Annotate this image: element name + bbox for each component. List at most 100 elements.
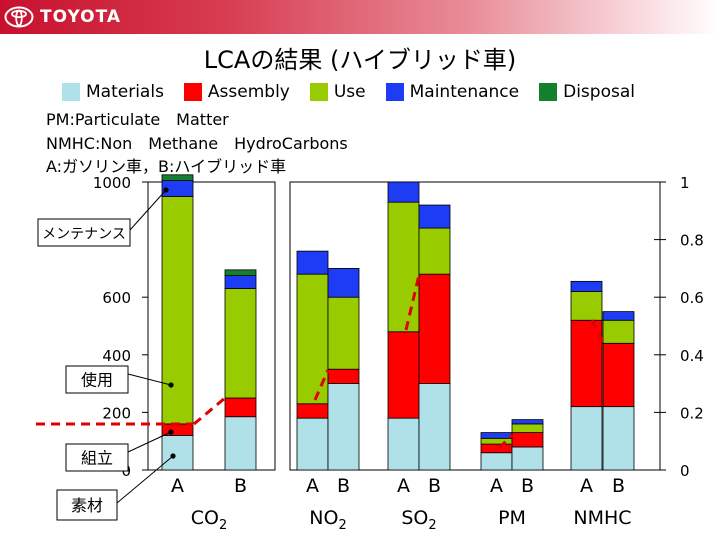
callout-leader [116, 455, 174, 504]
bar-segment-maintenance [570, 280, 603, 292]
bar-segment-maintenance [327, 267, 360, 298]
left-axis-tick-label: 200 [102, 404, 131, 422]
bar-label: A [580, 475, 593, 497]
callout-box [56, 489, 118, 521]
toyota-emblem-icon [4, 6, 34, 28]
bar-segment-use [570, 291, 603, 321]
legend-swatch [183, 83, 202, 101]
callout-dot [168, 382, 174, 388]
bar-segment-materials [296, 417, 329, 471]
right-axis-tick-label: 0.2 [680, 404, 704, 422]
legend-swatch [385, 83, 404, 101]
bar-segment-materials [224, 416, 257, 471]
callout-label: 使用 [81, 371, 113, 390]
chart-legend: Materials Assembly Use Maintenance Disposal [62, 82, 655, 102]
bar-label: B [337, 475, 350, 497]
bar-label: B [234, 475, 247, 497]
bar-segment-use [480, 437, 513, 445]
bar-segment-use [224, 288, 257, 399]
legend-item-materials: Materials [62, 82, 164, 102]
group-label: PM [498, 507, 526, 529]
bar-label: B [521, 475, 534, 497]
bar-segment-assembly [387, 331, 420, 419]
bar-segment-maintenance [296, 250, 329, 275]
callout-dot [163, 187, 169, 193]
group-label: SO2 [401, 507, 436, 533]
bar-segment-disposal [224, 269, 257, 276]
callout-label: 組立 [81, 449, 113, 468]
callout-box [37, 218, 131, 247]
bar-segment-assembly [296, 403, 329, 419]
bar-segment-use [161, 195, 194, 425]
bar-segment-use [602, 319, 635, 344]
callout-label: 素材 [71, 496, 103, 515]
legend-label: Use [333, 82, 366, 102]
note-nmhc: NMHC:Non Methane HydroCarbons [46, 134, 348, 153]
callout-leader [127, 431, 172, 453]
left-axis-tick-label: 600 [102, 289, 131, 307]
brand-name: TOYOTA [40, 7, 122, 27]
bar-label: A [171, 475, 184, 497]
bar-segment-use [418, 227, 451, 275]
legend-item-assembly: Assembly [183, 82, 290, 102]
bar-segment-use [511, 423, 544, 433]
header-bar: TOYOTA [0, 0, 720, 34]
bar-segment-use [387, 201, 420, 333]
bar-segment-use [327, 296, 360, 370]
bar-segment-maintenance [480, 432, 513, 439]
bar-segment-assembly [480, 443, 513, 454]
bar-segment-materials [418, 383, 451, 471]
group-label: CO2 [191, 507, 228, 533]
bar-segment-assembly [511, 432, 544, 448]
legend-item-maintenance: Maintenance [385, 82, 519, 102]
right-axis-tick-label: 0.8 [680, 232, 704, 250]
legend-swatch [539, 83, 558, 101]
bar-segment-assembly [570, 319, 603, 408]
assembly-line-no2 [313, 369, 330, 401]
legend-item-disposal: Disposal [539, 82, 635, 102]
legend-label: Assembly [207, 82, 290, 102]
bar-segment-materials [570, 406, 603, 471]
legend-swatch [62, 83, 80, 101]
assembly-line-pm [497, 433, 514, 450]
bar-segment-materials [161, 435, 194, 471]
legend-swatch [309, 83, 328, 101]
assembly-line-nmhc [590, 319, 605, 343]
note-pm: PM:Particulate Matter [46, 110, 229, 129]
bar-segment-materials [511, 446, 544, 471]
bar-segment-maintenance [224, 275, 257, 289]
right-axis-tick-label: 0.6 [680, 289, 704, 307]
bar-segment-maintenance [418, 204, 451, 229]
bar-segment-maintenance [387, 181, 420, 203]
page-title: LCAの結果 (ハイブリッド車) [203, 46, 517, 74]
bar-segment-assembly [327, 368, 360, 385]
bar-segment-maintenance [602, 311, 635, 321]
legend-item-use: Use [309, 82, 366, 102]
callout-label: メンテナンス [42, 227, 126, 243]
callout-leader [127, 373, 172, 386]
right-axis-tick-label: 0 [680, 462, 690, 480]
bar-label: A [490, 475, 503, 497]
bar-segment-materials [480, 452, 513, 471]
bar-label: A [397, 475, 410, 497]
note-ab: A:ガソリン車，B:ハイブリッド車 [46, 157, 287, 176]
assembly-line-so2 [404, 274, 421, 331]
callout-dot [168, 429, 174, 435]
bar-segment-assembly [602, 342, 635, 408]
bar-segment-disposal [161, 174, 194, 181]
legend-label: Materials [86, 82, 164, 102]
bar-label: B [428, 475, 441, 497]
right-axis-tick-label: 1 [680, 174, 690, 192]
callout-box [65, 365, 129, 394]
bar-segment-materials [387, 417, 420, 471]
group-label: NMHC [573, 507, 631, 529]
left-axis-tick-label: 400 [102, 347, 131, 365]
toyota-logo: TOYOTA [4, 6, 121, 28]
bar-segment-materials [602, 406, 635, 471]
bar-segment-assembly [418, 273, 451, 385]
callout-leader [129, 189, 167, 231]
callout-box [65, 443, 129, 472]
bar-label: B [612, 475, 625, 497]
callout-dot [170, 453, 176, 459]
